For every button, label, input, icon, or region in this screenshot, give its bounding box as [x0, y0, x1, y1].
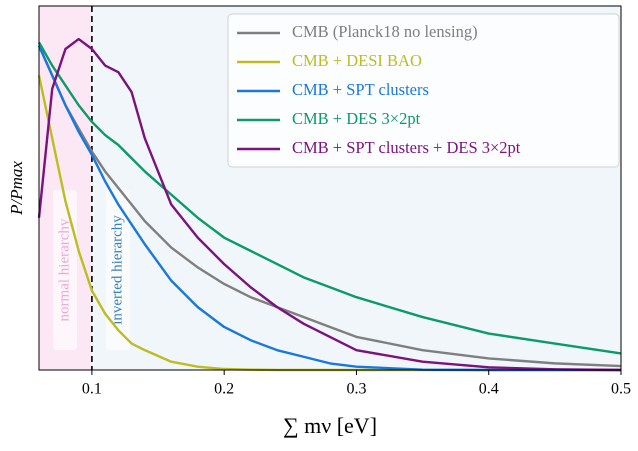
legend-label: CMB + DESI BAO: [292, 51, 422, 70]
x-tick-label: 0.1: [82, 381, 102, 398]
region-label: inverted hierarchy: [109, 215, 125, 325]
x-tick-label: 0.2: [214, 381, 234, 398]
legend-box: [227, 13, 620, 168]
legend-label: CMB (Planck18 no lensing): [292, 22, 478, 41]
legend-label: CMB + SPT clusters: [292, 80, 429, 99]
series-line: [37, 37, 622, 372]
series-line: [37, 45, 621, 372]
x-tick-label: 0.5: [611, 381, 631, 398]
x-tick-label: 0.4: [479, 381, 499, 398]
x-axis-label: ∑ mν [eV]: [283, 413, 377, 438]
region-label-box: [53, 190, 77, 350]
series-line: [37, 45, 622, 368]
legend-label: CMB + SPT clusters + DES 3×2pt: [292, 138, 521, 157]
region-label-box: [105, 190, 130, 350]
y-axis-label: P/Pmax: [7, 161, 26, 216]
legend: CMB (Planck18 no lensing) CMB + DESI BAO C…: [227, 13, 620, 168]
plot-frame: [38, 5, 622, 371]
legend-label: CMB + DES 3×2pt: [292, 109, 421, 128]
region-label: normal hierarchy: [56, 218, 72, 321]
x-tick-label: 0.3: [346, 381, 366, 398]
series-line: [37, 41, 622, 355]
